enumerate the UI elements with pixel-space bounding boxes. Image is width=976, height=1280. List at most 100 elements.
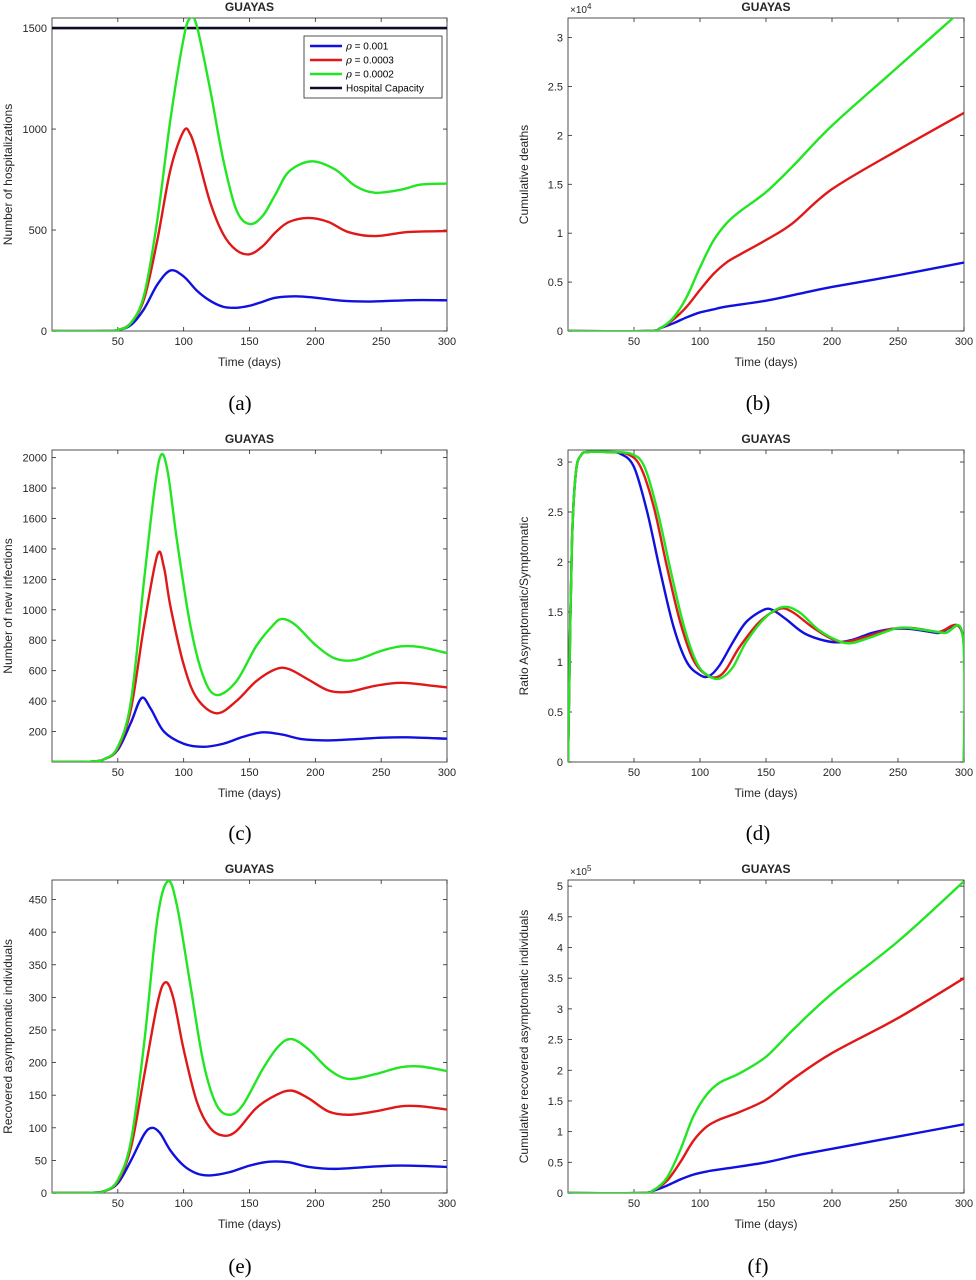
y-tick-label: 400 [29, 927, 47, 939]
legend-text: Hospital Capacity [346, 84, 424, 95]
y-tick-label: 4.5 [548, 912, 563, 924]
y-tick-label: 2000 [23, 453, 47, 465]
y-tick-label: 2 [557, 130, 563, 142]
y-axis-exponent: ×105 [570, 864, 592, 878]
x-tick-label: 50 [112, 1198, 124, 1210]
y-tick-label: 0.5 [548, 1157, 563, 1169]
plot-area [568, 18, 964, 331]
y-tick-label: 0 [41, 1188, 47, 1200]
y-tick-label: 1200 [23, 574, 47, 586]
y-axis-exponent-power: 4 [587, 2, 592, 11]
panel-caption: (b) [746, 391, 771, 415]
y-tick-label: 0 [557, 757, 563, 769]
y-tick-label: 0 [557, 1188, 563, 1200]
y-tick-label: 600 [29, 666, 47, 678]
x-axis-label: Time (days) [735, 786, 798, 800]
x-tick-label: 200 [823, 1198, 841, 1210]
series-line-2 [568, 18, 955, 331]
legend-label-0: ρ = 0.001 [345, 42, 389, 53]
x-axis-label: Time (days) [218, 786, 281, 800]
panel-caption: (a) [228, 391, 251, 415]
y-tick-label: 400 [29, 696, 47, 708]
x-tick-label: 50 [112, 767, 124, 779]
chart-title: GUAYAS [225, 862, 274, 876]
y-tick-label: 0 [41, 326, 47, 338]
panel-caption: (d) [746, 821, 771, 845]
y-tick-label: 0.5 [548, 277, 563, 289]
legend-label-3: Hospital Capacity [346, 84, 424, 95]
y-axis-exponent-power: 5 [587, 864, 592, 873]
chart-panel-4: 50 100 150 200 250 300 0 50 100 150 200 250 300 350 40… [1, 862, 456, 1278]
x-tick-label: 250 [889, 336, 907, 348]
y-tick-label: 0 [557, 326, 563, 338]
x-tick-label: 200 [306, 336, 324, 348]
y-tick-label: 2.5 [548, 81, 563, 93]
y-tick-label: 3 [557, 33, 563, 45]
x-tick-label: 300 [955, 336, 973, 348]
y-tick-label: 2 [557, 557, 563, 569]
chart-panel-2: 50 100 150 200 250 300 200 400 600 800 1000 1200 140… [1, 432, 456, 845]
x-tick-label: 200 [306, 767, 324, 779]
plot-area [52, 18, 447, 331]
x-tick-label: 100 [691, 767, 709, 779]
x-axis-label: Time (days) [735, 1217, 798, 1231]
y-tick-label: 3.5 [548, 973, 563, 985]
x-axis-label: Time (days) [218, 355, 281, 369]
y-tick-label: 50 [35, 1155, 47, 1167]
chart-title: GUAYAS [225, 432, 274, 446]
legend-label-1: ρ = 0.0003 [345, 56, 394, 67]
x-tick-label: 150 [757, 336, 775, 348]
y-tick-label: 0.5 [548, 707, 563, 719]
series-line-0 [52, 1126, 447, 1193]
y-tick-label: 1000 [23, 605, 47, 617]
y-tick-label: 300 [29, 992, 47, 1004]
x-tick-label: 50 [628, 767, 640, 779]
x-tick-label: 100 [174, 336, 192, 348]
y-axis-exponent: ×104 [570, 2, 592, 16]
y-tick-label: 1 [557, 228, 563, 240]
legend-text: = 0.001 [352, 42, 389, 53]
x-tick-label: 100 [691, 336, 709, 348]
chart-panel-1: 50 100 150 200 250 300 0 0.5 1 1.5 2 2.5 3 ×104 GUAYAS… [517, 0, 973, 415]
y-tick-label: 200 [29, 727, 47, 739]
y-tick-label: 1800 [23, 483, 47, 495]
x-tick-label: 100 [174, 1198, 192, 1210]
legend-label-2: ρ = 0.0002 [345, 70, 394, 81]
legend-rho: ρ [345, 70, 352, 81]
axes-box [567, 17, 965, 332]
series-line-2 [52, 880, 447, 1193]
axes-box [51, 879, 448, 1194]
y-tick-label: 1000 [23, 124, 47, 136]
x-tick-label: 300 [438, 1198, 456, 1210]
plot-area [568, 450, 964, 762]
x-tick-label: 100 [691, 1198, 709, 1210]
y-tick-label: 1600 [23, 513, 47, 525]
y-tick-label: 1400 [23, 544, 47, 556]
x-axis-label: Time (days) [218, 1217, 281, 1231]
chart-panel-3: 50 100 150 200 250 300 0 0.5 1 1.5 2 2.5 3 GUAYAS Time… [517, 432, 973, 845]
x-tick-label: 200 [306, 1198, 324, 1210]
plot-area [52, 880, 447, 1193]
y-tick-label: 450 [29, 895, 47, 907]
series-line-2 [568, 880, 964, 1193]
y-tick-label: 1500 [23, 23, 47, 35]
x-tick-label: 150 [240, 1198, 258, 1210]
y-tick-label: 1.5 [548, 179, 563, 191]
y-axis-label: Recovered asymptomatic individuals [1, 939, 15, 1134]
y-tick-label: 1.5 [548, 607, 563, 619]
x-tick-label: 250 [889, 1198, 907, 1210]
chart-title: GUAYAS [741, 432, 790, 446]
chart-panel-5: 50 100 150 200 250 30000.511.522.533.544.55×1… [517, 862, 973, 1278]
y-tick-label: 4 [557, 943, 563, 955]
series-line-2 [568, 450, 964, 762]
axes-box [51, 449, 448, 763]
y-axis-label: Cumulative recovered asymptomatic indivi… [517, 910, 531, 1163]
series-line-1 [52, 981, 447, 1193]
y-tick-label: 2.5 [548, 507, 563, 519]
x-tick-label: 250 [372, 1198, 390, 1210]
y-tick-label: 800 [29, 635, 47, 647]
panel-caption: (f) [748, 1254, 769, 1278]
chart-title: GUAYAS [741, 0, 790, 14]
y-axis-label: Number of new infections [1, 538, 15, 673]
y-tick-label: 5 [557, 881, 563, 893]
